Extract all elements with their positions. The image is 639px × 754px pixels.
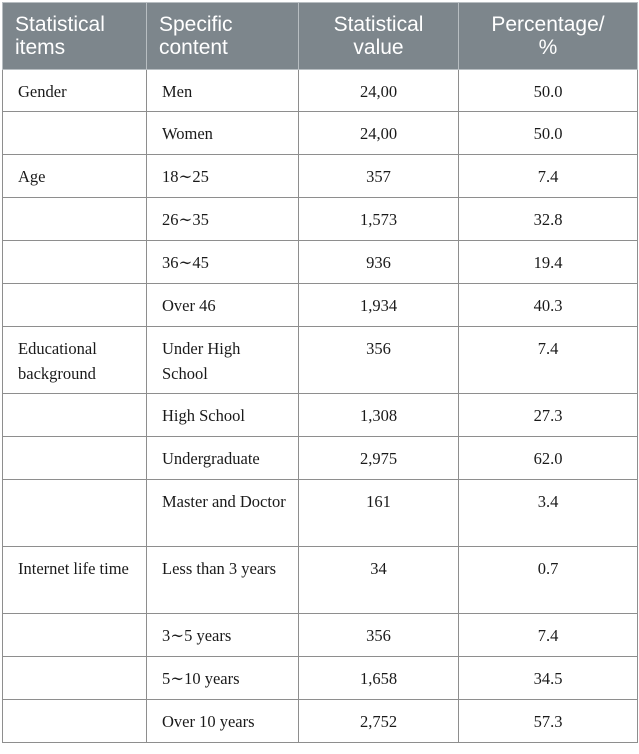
table-row: 36∼45 936 19.4 xyxy=(2,240,638,284)
cell-content: 36∼45 xyxy=(146,240,299,284)
cell-item xyxy=(2,283,147,327)
cell-value: 34 xyxy=(298,546,459,614)
cell-content: Master and Doctor xyxy=(146,479,299,547)
cell-value: 1,658 xyxy=(298,656,459,700)
cell-item xyxy=(2,240,147,284)
header-percentage: Percentage/ % xyxy=(458,2,638,70)
cell-content: Undergraduate xyxy=(146,436,299,480)
cell-item: Internet life time xyxy=(2,546,147,614)
header-line: value xyxy=(353,36,404,59)
table-row: 3∼5 years 356 7.4 xyxy=(2,613,638,657)
cell-percent: 7.4 xyxy=(458,326,638,394)
cell-value: 1,934 xyxy=(298,283,459,327)
cell-percent: 57.3 xyxy=(458,699,638,743)
statistics-table: Statistical items Specific content Stati… xyxy=(2,2,638,743)
header-line: items xyxy=(15,36,66,59)
table-body: Gender Men 24,00 50.0 Women 24,00 50.0 A… xyxy=(2,69,638,743)
table-row: Age 18∼25 357 7.4 xyxy=(2,154,638,198)
cell-content: 5∼10 years xyxy=(146,656,299,700)
cell-percent: 50.0 xyxy=(458,111,638,155)
cell-item xyxy=(2,436,147,480)
cell-value: 357 xyxy=(298,154,459,198)
table-row: Over 46 1,934 40.3 xyxy=(2,283,638,327)
table-row: High School 1,308 27.3 xyxy=(2,393,638,437)
header-specific-content: Specific content xyxy=(146,2,299,70)
cell-value: 2,975 xyxy=(298,436,459,480)
cell-value: 936 xyxy=(298,240,459,284)
cell-value: 2,752 xyxy=(298,699,459,743)
table-row: Educational background Under High School… xyxy=(2,326,638,394)
table-row: Over 10 years 2,752 57.3 xyxy=(2,699,638,743)
header-statistical-value: Statistical value xyxy=(298,2,459,70)
cell-content: Over 46 xyxy=(146,283,299,327)
cell-value: 356 xyxy=(298,326,459,394)
cell-percent: 3.4 xyxy=(458,479,638,547)
table-header: Statistical items Specific content Stati… xyxy=(2,2,638,70)
cell-content: 18∼25 xyxy=(146,154,299,198)
cell-percent: 0.7 xyxy=(458,546,638,614)
cell-content: Men xyxy=(146,69,299,112)
header-line: % xyxy=(538,36,558,59)
table-row: Internet life time Less than 3 years 34 … xyxy=(2,546,638,614)
cell-item xyxy=(2,111,147,155)
cell-item xyxy=(2,197,147,241)
cell-content: Less than 3 years xyxy=(146,546,299,614)
table-row: Undergraduate 2,975 62.0 xyxy=(2,436,638,480)
cell-item: Age xyxy=(2,154,147,198)
cell-content: Under High School xyxy=(146,326,299,394)
header-line: Specific xyxy=(159,13,233,36)
cell-item: Gender xyxy=(2,69,147,112)
header-line: Statistical xyxy=(333,13,424,36)
header-statistical-items: Statistical items xyxy=(2,2,147,70)
cell-percent: 62.0 xyxy=(458,436,638,480)
cell-value: 24,00 xyxy=(298,111,459,155)
cell-item xyxy=(2,479,147,547)
cell-content: Over 10 years xyxy=(146,699,299,743)
cell-content: High School xyxy=(146,393,299,437)
table-row: 26∼35 1,573 32.8 xyxy=(2,197,638,241)
cell-item xyxy=(2,656,147,700)
cell-value: 356 xyxy=(298,613,459,657)
cell-percent: 34.5 xyxy=(458,656,638,700)
cell-content: Women xyxy=(146,111,299,155)
header-line: Percentage/ xyxy=(491,13,605,36)
cell-item: Educational background xyxy=(2,326,147,394)
cell-item xyxy=(2,699,147,743)
cell-value: 1,308 xyxy=(298,393,459,437)
header-line: Statistical xyxy=(15,13,105,36)
cell-value: 24,00 xyxy=(298,69,459,112)
table-row: Gender Men 24,00 50.0 xyxy=(2,69,638,112)
header-line: content xyxy=(159,36,228,59)
cell-percent: 32.8 xyxy=(458,197,638,241)
cell-percent: 27.3 xyxy=(458,393,638,437)
cell-value: 1,573 xyxy=(298,197,459,241)
cell-content: 26∼35 xyxy=(146,197,299,241)
header-row: Statistical items Specific content Stati… xyxy=(2,2,638,70)
cell-percent: 7.4 xyxy=(458,613,638,657)
cell-item xyxy=(2,393,147,437)
table-row: Master and Doctor 161 3.4 xyxy=(2,479,638,547)
cell-percent: 40.3 xyxy=(458,283,638,327)
cell-item xyxy=(2,613,147,657)
cell-percent: 50.0 xyxy=(458,69,638,112)
table-row: Women 24,00 50.0 xyxy=(2,111,638,155)
cell-percent: 7.4 xyxy=(458,154,638,198)
cell-percent: 19.4 xyxy=(458,240,638,284)
table-row: 5∼10 years 1,658 34.5 xyxy=(2,656,638,700)
cell-value: 161 xyxy=(298,479,459,547)
cell-content: 3∼5 years xyxy=(146,613,299,657)
